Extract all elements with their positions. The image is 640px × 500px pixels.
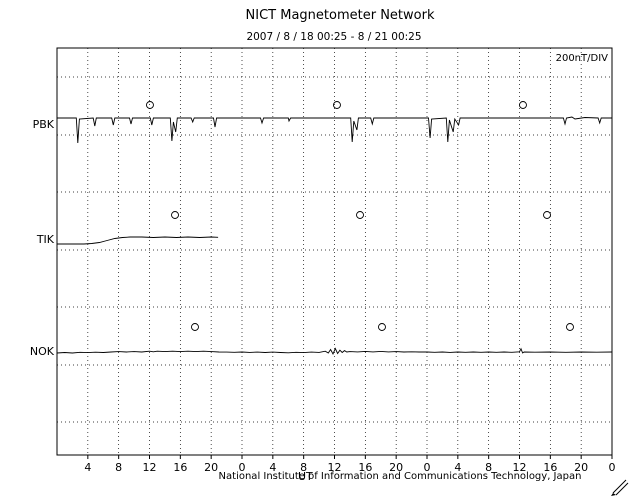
- noon-marker-tik: [543, 211, 551, 219]
- gridlines: [57, 48, 612, 455]
- scale-label: 200nT/DIV: [555, 53, 608, 64]
- x-tick-label: 0: [609, 461, 616, 474]
- x-tick-label: 8: [300, 461, 307, 474]
- station-label-tik: TIK: [36, 233, 54, 246]
- noon-marker-nok: [191, 323, 199, 331]
- plot-border: [56, 47, 613, 456]
- x-tick-label: 20: [204, 461, 218, 474]
- x-tick-label: 12: [513, 461, 527, 474]
- x-tick-label: 0: [424, 461, 431, 474]
- x-tick-label: 4: [84, 461, 91, 474]
- x-axis-unit-label: UT: [298, 470, 313, 483]
- x-tick-label: 20: [574, 461, 588, 474]
- noon-marker-tik: [171, 211, 179, 219]
- credit-text: National Institute of Information and Co…: [218, 471, 582, 482]
- x-tick-label: 12: [328, 461, 342, 474]
- noon-marker-pbk: [519, 101, 527, 109]
- x-tick-label: 4: [269, 461, 276, 474]
- noon-marker-pbk: [333, 101, 341, 109]
- pencil-icon: [611, 479, 629, 496]
- date-range-label: 2007 / 8 / 18 00:25 - 8 / 21 00:25: [246, 31, 422, 43]
- x-tick-label: 12: [143, 461, 157, 474]
- station-label-pbk: PBK: [32, 118, 54, 131]
- noon-marker-pbk: [146, 101, 154, 109]
- x-tick-label: 0: [239, 461, 246, 474]
- trace-nok: [56, 347, 613, 356]
- x-tick-label: 16: [173, 461, 187, 474]
- x-tick-label: 20: [389, 461, 403, 474]
- x-tick-label: 4: [454, 461, 461, 474]
- station-label-nok: NOK: [29, 345, 54, 358]
- x-axis: 4 8 12 16 20 0 4 8 12 16 20 0 4 8 12 16 20 0: [84, 455, 616, 474]
- x-tick-label: 16: [358, 461, 372, 474]
- trace-pbk: [57, 116, 612, 144]
- x-tick-label: 8: [485, 461, 492, 474]
- x-tick-label: 16: [543, 461, 557, 474]
- noon-marker-nok: [566, 323, 574, 331]
- page-title: NICT Magnetometer Network: [245, 8, 435, 23]
- x-tick-label: 8: [115, 461, 122, 474]
- noon-marker-tik: [356, 211, 364, 219]
- trace-tik: [57, 236, 219, 245]
- noon-marker-nok: [378, 323, 386, 331]
